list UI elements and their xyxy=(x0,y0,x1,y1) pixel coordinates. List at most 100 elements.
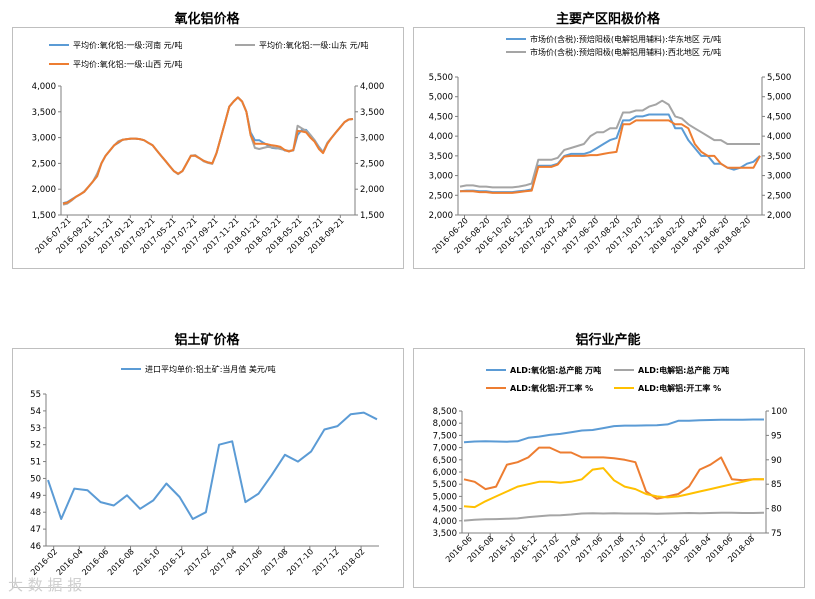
chart-4-panel: 3,500 4,000 4,500 5,000 5,500 6,000 6,500 7,000… xyxy=(413,348,805,588)
series-line-3 xyxy=(463,446,764,500)
y-tick-label: 5,000 xyxy=(433,492,457,502)
y2-tick-label: 5,000 xyxy=(767,93,791,103)
legend-label-4: ALD:电解铝:开工率 % xyxy=(638,383,721,393)
y-tick-label: 4,500 xyxy=(433,505,457,515)
y-tick-label: 50 xyxy=(30,474,41,484)
y-tick-label: 2,000 xyxy=(32,185,56,195)
y-tick-label: 2,500 xyxy=(32,159,56,169)
y2-tick-label: 4,500 xyxy=(767,112,791,122)
y-tick-label: 2,000 xyxy=(429,211,453,221)
x-tick-label: 2017-04 xyxy=(208,547,238,577)
y-tick-label: 48 xyxy=(30,508,41,518)
legend-label-2: 平均价:氧化铝:一级:山东 元/吨 xyxy=(259,40,368,50)
series-line-1 xyxy=(47,411,378,520)
y-tick-label: 8,000 xyxy=(433,419,457,429)
y-tick-label: 8,500 xyxy=(433,407,457,417)
x-tick-label: 2017-06 xyxy=(234,547,264,577)
y-tick-label: 3,500 xyxy=(433,529,457,539)
chart-3-svg: 464748495051525354552016-022016-042016-0… xyxy=(29,364,379,577)
chart-1-svg: 1,500 2,000 2,500 3,000 3,500 4,000 1,500 2,000… xyxy=(32,40,385,255)
y-tick-label: 55 xyxy=(30,390,41,400)
series-line-1 xyxy=(463,418,764,444)
y-tick-label: 5,000 xyxy=(429,93,453,103)
y-tick-label: 7,500 xyxy=(433,431,457,441)
y-tick-label: 6,000 xyxy=(433,468,457,478)
y-tick-label: 3,500 xyxy=(32,108,56,118)
y2-tick-label: 95 xyxy=(771,431,782,441)
y-tick-label: 47 xyxy=(30,525,41,535)
y2-tick-label: 75 xyxy=(771,529,782,539)
y-tick-label: 6,500 xyxy=(433,456,457,466)
series-line-4 xyxy=(463,467,764,509)
y2-tick-label: 2,000 xyxy=(767,211,791,221)
chart-2-svg: 2,000 2,500 3,000 3,500 4,000 4,500 5,000 5,500… xyxy=(429,34,792,255)
y2-tick-label: 2,000 xyxy=(360,185,384,195)
y2-tick-label: 5,500 xyxy=(767,73,791,83)
y-tick-label: 4,500 xyxy=(429,112,453,122)
chart-2-panel: 2,000 2,500 3,000 3,500 4,000 4,500 5,000 5,500… xyxy=(413,27,805,269)
y2-tick-label: 1,500 xyxy=(360,211,384,221)
y2-tick-label: 4,000 xyxy=(360,82,384,92)
series-line-1 xyxy=(62,96,354,205)
y-tick-label: 5,500 xyxy=(433,480,457,490)
y2-tick-label: 100 xyxy=(771,407,787,417)
legend-label-2: 市场价(含税):预焙阳极(电解铝用辅料):西北地区 元/吨 xyxy=(530,47,721,57)
y2-tick-label: 2,500 xyxy=(360,159,384,169)
y-tick-label: 4,000 xyxy=(429,132,453,142)
y-tick-label: 4,000 xyxy=(32,82,56,92)
y-tick-label: 53 xyxy=(30,424,41,434)
y2-tick-label: 90 xyxy=(771,456,782,466)
y-tick-label: 7,000 xyxy=(433,444,457,454)
y2-tick-label: 4,000 xyxy=(767,132,791,142)
watermark-text: 大 数 据 报 xyxy=(8,576,83,594)
y-tick-label: 49 xyxy=(30,491,41,501)
y2-tick-label: 80 xyxy=(771,505,782,515)
x-tick-label: 2016-10 xyxy=(132,547,162,577)
x-tick-label: 2018-02 xyxy=(336,547,366,577)
chart-3-panel: 46 47 48 49 50 51 52 53 54 55 2016-02 2016-04 2016-0… xyxy=(12,348,404,588)
series-line-2 xyxy=(62,96,354,206)
y-tick-label: 51 xyxy=(30,458,41,468)
series-line-3 xyxy=(62,96,354,205)
series-line-3 xyxy=(460,119,761,194)
x-tick-label: 2017-08 xyxy=(260,547,290,577)
x-tick-label: 2017-12 xyxy=(311,547,341,577)
y-tick-label: 3,500 xyxy=(429,152,453,162)
x-tick-label: 2016-08 xyxy=(106,547,136,577)
x-tick-label: 2017-02 xyxy=(183,547,213,577)
series-line-2 xyxy=(463,511,765,522)
chart-1-title: 氧化铝价格 xyxy=(174,12,240,27)
y-tick-label: 46 xyxy=(30,542,41,552)
y2-tick-label: 3,500 xyxy=(360,108,384,118)
y2-tick-label: 3,500 xyxy=(767,152,791,162)
y-tick-label: 54 xyxy=(30,407,41,417)
chart-4-title: 铝行业产能 xyxy=(575,333,641,348)
y-tick-label: 1,500 xyxy=(32,211,56,221)
x-tick-label: 2016-12 xyxy=(157,547,187,577)
legend-label-1: 进口平均单价:铝土矿:当月值 美元/吨 xyxy=(145,364,276,374)
y-tick-label: 5,500 xyxy=(429,73,453,83)
legend-label-1: ALD:氧化铝:总产能 万吨 xyxy=(510,365,601,375)
y2-tick-label: 2,500 xyxy=(767,191,791,201)
y-tick-label: 4,000 xyxy=(433,517,457,527)
x-tick-label: 2016-06 xyxy=(80,547,110,577)
legend-label-3: ALD:氧化铝:开工率 % xyxy=(510,383,593,393)
y-tick-label: 3,000 xyxy=(32,134,56,144)
y-tick-label: 52 xyxy=(30,441,41,451)
legend-label-1: 市场价(含税):预焙阳极(电解铝用辅料):华东地区 元/吨 xyxy=(530,34,721,44)
chart-4-svg: 3,500 4,000 4,500 5,000 5,500 6,000 6,500 7,000… xyxy=(433,365,788,564)
y-tick-label: 3,000 xyxy=(429,172,453,182)
y2-tick-label: 85 xyxy=(771,480,782,490)
y2-tick-label: 3,000 xyxy=(767,172,791,182)
y2-tick-label: 3,000 xyxy=(360,134,384,144)
chart-3-title: 铝土矿价格 xyxy=(174,333,240,348)
x-tick-label: 2016-04 xyxy=(55,547,85,577)
legend-label-1: 平均价:氧化铝:一级:河南 元/吨 xyxy=(73,40,182,50)
legend-label-2: ALD:电解铝:总产能 万吨 xyxy=(638,365,729,375)
chart-1-panel: 1,500 2,000 2,500 3,000 3,500 4,000 1,500 2,000… xyxy=(12,27,404,269)
y-tick-label: 2,500 xyxy=(429,191,453,201)
series-line-2 xyxy=(459,99,760,189)
legend-label-3: 平均价:氧化铝:一级:山西 元/吨 xyxy=(73,59,182,69)
x-tick-label: 2017-10 xyxy=(285,547,315,577)
chart-2-title: 主要产区阳极价格 xyxy=(555,12,660,27)
